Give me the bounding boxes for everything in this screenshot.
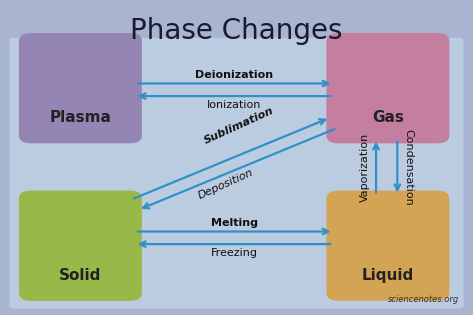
Text: Plasma: Plasma (50, 110, 111, 125)
FancyBboxPatch shape (9, 38, 464, 309)
Text: Liquid: Liquid (362, 268, 414, 283)
Text: Ionization: Ionization (207, 100, 261, 110)
Text: sciencenotes.org: sciencenotes.org (387, 295, 459, 304)
Text: Condensation: Condensation (403, 129, 413, 205)
Text: Deposition: Deposition (196, 168, 254, 201)
Text: Deionization: Deionization (195, 70, 273, 80)
Text: Gas: Gas (372, 110, 404, 125)
FancyBboxPatch shape (19, 33, 142, 143)
FancyBboxPatch shape (326, 33, 449, 143)
Text: Melting: Melting (210, 218, 258, 228)
Text: Vaporization: Vaporization (360, 132, 370, 202)
Text: Sublimation: Sublimation (203, 105, 276, 146)
Text: Solid: Solid (59, 268, 102, 283)
Text: Freezing: Freezing (210, 248, 258, 258)
FancyBboxPatch shape (19, 191, 142, 301)
Text: Phase Changes: Phase Changes (130, 17, 343, 45)
FancyBboxPatch shape (326, 191, 449, 301)
